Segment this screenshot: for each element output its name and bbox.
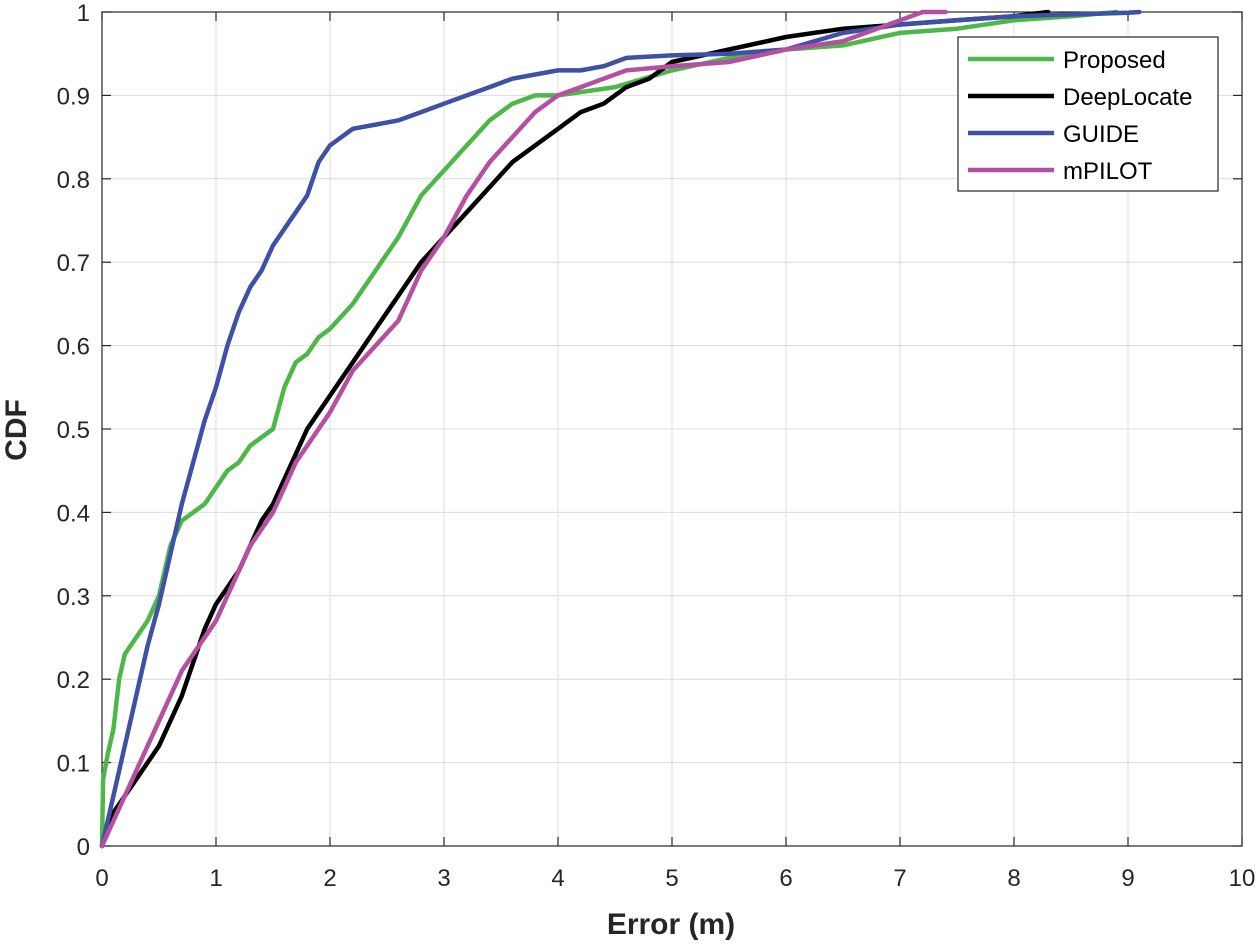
y-tick-label: 0.3 [57, 584, 90, 611]
y-axis-title: CDF [0, 399, 33, 461]
series-line-mpilot [99, 9, 948, 849]
y-tick-label: 0.6 [57, 334, 90, 361]
x-tick-label: 7 [893, 865, 906, 892]
y-tick-label: 0.9 [57, 83, 90, 110]
y-tick-label: 0 [77, 834, 90, 861]
x-axis-title: Error (m) [607, 908, 735, 941]
legend-box [957, 36, 1219, 192]
x-tick-label: 0 [95, 865, 108, 892]
x-tick-label: 5 [665, 865, 678, 892]
legend-label: DeepLocate [1063, 84, 1192, 111]
y-tick-label: 0.1 [57, 751, 90, 778]
x-tick-label: 4 [551, 865, 564, 892]
legend-label: GUIDE [1063, 121, 1139, 148]
y-tick-label: 0.5 [57, 417, 90, 444]
x-tick-label: 8 [1007, 865, 1020, 892]
axis-ticks: 0 1 2 3 4 5 6 7 8 9 10 0 0.1 0.2 0.3 0.4 0.5 0.6 0.7 0.8 0.9… [57, 0, 1256, 892]
y-tick-label: 0.8 [57, 167, 90, 194]
x-tick-label: 2 [323, 865, 336, 892]
y-tick-label: 0.4 [57, 500, 90, 527]
x-tick-label: 3 [437, 865, 450, 892]
y-tick-label: 0.7 [57, 250, 90, 277]
legend-label: mPILOT [1063, 158, 1153, 185]
legend-label: Proposed [1063, 47, 1166, 74]
y-tick-label: 0.2 [57, 667, 90, 694]
series-lines [99, 9, 1142, 849]
legend: Proposed DeepLocate GUIDE mPILOT [957, 36, 1219, 192]
x-tick-label: 1 [209, 865, 222, 892]
y-tick-label: 1 [77, 0, 90, 27]
series-line-deeplocate [99, 9, 1051, 849]
x-tick-label: 6 [779, 865, 792, 892]
x-tick-label: 10 [1229, 865, 1256, 892]
x-tick-label: 9 [1121, 865, 1134, 892]
